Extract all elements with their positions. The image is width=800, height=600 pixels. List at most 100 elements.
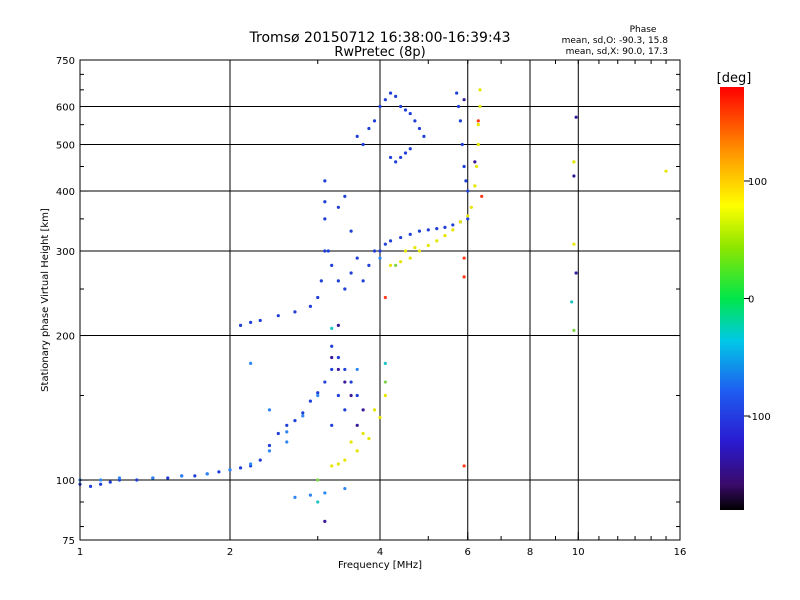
data-point <box>383 380 387 384</box>
data-point <box>361 408 365 412</box>
data-point <box>464 179 468 183</box>
data-point <box>408 111 412 116</box>
data-point <box>355 134 359 138</box>
data-point <box>388 239 393 243</box>
data-point <box>99 482 103 486</box>
data-point <box>258 458 262 462</box>
data-point <box>458 119 463 123</box>
y-axis-ticks: 75 100 200 300 400 500 600 750 <box>56 56 680 547</box>
data-points <box>78 88 668 523</box>
data-point <box>276 431 280 436</box>
data-point <box>323 519 327 523</box>
data-point <box>403 151 408 155</box>
data-point <box>336 462 340 466</box>
data-point <box>572 174 576 178</box>
data-point <box>343 486 347 491</box>
data-point <box>330 367 334 372</box>
data-point <box>180 474 184 478</box>
data-point <box>267 449 272 453</box>
data-point <box>388 155 393 160</box>
data-point <box>151 476 155 480</box>
x-tick-label: 10 <box>572 547 585 558</box>
data-point <box>316 393 320 398</box>
data-point <box>462 256 466 260</box>
data-point <box>394 263 398 267</box>
data-point <box>478 88 482 92</box>
data-point <box>323 249 327 253</box>
data-point <box>355 393 359 398</box>
data-point <box>316 295 320 300</box>
data-point <box>355 256 359 260</box>
data-point <box>388 263 393 267</box>
data-point <box>399 235 403 240</box>
data-point <box>166 476 170 480</box>
phase-stats-o: mean, sd,O: -90.3, 15.8 <box>562 36 669 46</box>
data-point <box>316 478 320 482</box>
data-point <box>451 223 455 227</box>
data-point <box>460 142 464 147</box>
data-point <box>417 126 422 131</box>
data-point <box>399 155 403 160</box>
data-point <box>478 104 482 109</box>
chart-title: Tromsø 20150712 16:38:00-16:39:43 <box>249 30 511 46</box>
data-point <box>361 279 365 283</box>
colorbar-tick-label: 0 <box>748 295 754 306</box>
phase-stats-x: mean, sd,X: 90.0, 17.3 <box>566 47 668 57</box>
data-point <box>355 367 359 372</box>
data-point <box>276 314 280 318</box>
data-point <box>466 189 470 193</box>
data-point <box>301 411 305 415</box>
data-point <box>228 468 232 472</box>
data-point <box>417 249 422 253</box>
data-point <box>336 355 340 360</box>
data-point <box>574 115 578 119</box>
data-point <box>476 119 480 123</box>
data-point <box>378 415 382 420</box>
data-point <box>330 355 334 360</box>
data-point <box>378 249 382 253</box>
colorbar-tick-label: 100 <box>748 177 767 188</box>
data-point <box>474 164 479 169</box>
data-point <box>343 380 347 384</box>
data-point <box>323 491 327 495</box>
data-point <box>301 414 305 418</box>
data-point <box>343 458 347 462</box>
data-point <box>323 217 327 221</box>
data-point <box>462 164 466 169</box>
data-point <box>413 119 417 123</box>
x-tick-label: 16 <box>674 547 687 558</box>
y-tick-label: 200 <box>56 332 75 343</box>
data-point <box>193 474 197 478</box>
colorbar <box>720 87 744 510</box>
data-point <box>293 310 297 314</box>
data-point <box>336 279 340 283</box>
data-point <box>408 147 412 151</box>
data-point <box>399 260 403 264</box>
data-point <box>343 194 347 198</box>
data-point <box>205 472 209 476</box>
data-point <box>361 142 365 147</box>
y-tick-label: 600 <box>56 103 75 114</box>
data-point <box>330 464 334 468</box>
data-point <box>330 326 334 330</box>
data-point <box>572 160 576 164</box>
data-point <box>476 123 480 127</box>
data-point <box>469 205 473 209</box>
data-point <box>451 228 455 232</box>
data-point <box>349 271 353 275</box>
data-point <box>443 225 447 229</box>
data-point <box>326 249 330 253</box>
data-point <box>403 249 408 253</box>
data-point <box>456 104 461 109</box>
data-point <box>308 399 313 403</box>
data-point <box>476 142 480 147</box>
data-point <box>319 279 323 283</box>
data-point <box>308 493 313 497</box>
x-tick-label: 4 <box>377 547 383 558</box>
data-point <box>323 179 327 183</box>
data-point <box>238 466 243 470</box>
data-point <box>466 217 470 221</box>
data-point <box>117 476 122 480</box>
data-point <box>108 480 112 484</box>
data-point <box>367 263 371 267</box>
